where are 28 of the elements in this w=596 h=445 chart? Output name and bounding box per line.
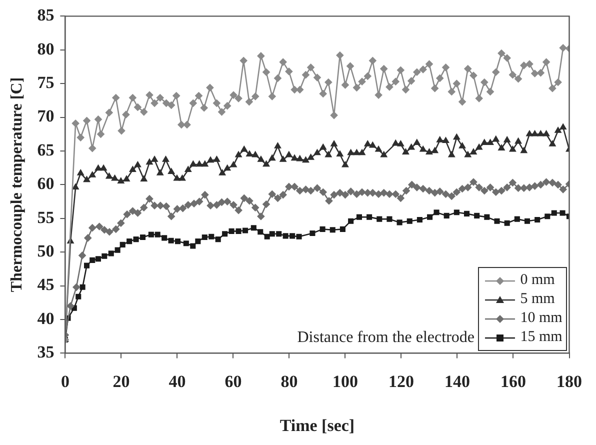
x-tick-label: 140 xyxy=(444,372,470,391)
x-tick-label: 160 xyxy=(500,372,526,391)
x-tick-label: 60 xyxy=(224,372,242,391)
legend-label: 15 mm xyxy=(520,329,562,346)
legend-label: 5 mm xyxy=(520,291,555,308)
x-tick-label: 80 xyxy=(280,372,298,391)
y-tick-label: 70 xyxy=(37,106,54,126)
legend-title: Distance from the electrode xyxy=(297,329,474,348)
x-tick-label: 20 xyxy=(112,372,130,391)
x-tick-label: 40 xyxy=(168,372,186,391)
legend-label: 0 mm xyxy=(520,272,555,290)
x-tick-label: 180 xyxy=(556,372,582,391)
y-tick-label: 80 xyxy=(37,39,54,58)
y-tick-label: 45 xyxy=(37,275,54,294)
x-tick-label: 0 xyxy=(60,372,70,391)
x-axis-title: Time [sec] xyxy=(280,416,355,436)
y-tick-label: 65 xyxy=(37,140,54,160)
x-tick-label: 120 xyxy=(388,372,414,391)
y-tick-label: 75 xyxy=(37,72,54,92)
y-tick-label: 50 xyxy=(37,241,54,260)
y-tick-label: 85 xyxy=(37,6,54,25)
y-tick-label: 55 xyxy=(37,208,54,227)
legend-label: 10 mm xyxy=(520,310,562,328)
x-tick-label: 100 xyxy=(332,372,358,391)
y-tick-label: 40 xyxy=(37,308,54,328)
y-tick-label: 35 xyxy=(37,342,54,362)
y-tick-label: 60 xyxy=(37,174,54,194)
y-axis-title: Thermocouple temperature [C] xyxy=(8,77,26,292)
